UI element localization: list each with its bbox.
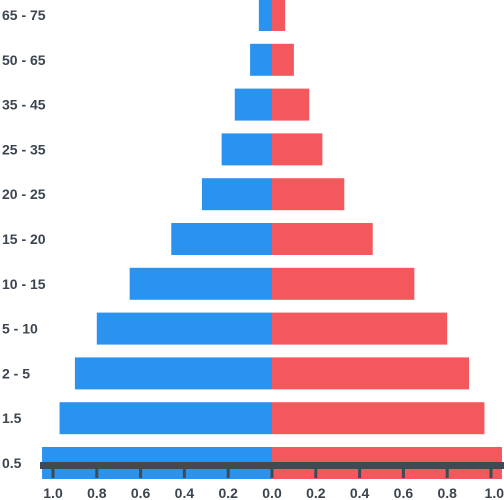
category-labels: 65 - 75 50 - 65 35 - 45 25 - 35 20 - 25 15 - … <box>2 7 46 471</box>
bars-layer <box>42 0 502 479</box>
x-tick-mark <box>358 469 362 478</box>
bar-left-8 <box>74 357 273 390</box>
bar-right-6 <box>272 267 415 300</box>
x-tick-label: 1.0 <box>485 485 504 500</box>
bar-right-9 <box>272 402 485 435</box>
category-label: 10 - 15 <box>2 276 46 292</box>
x-tick-label: 0.2 <box>306 485 326 500</box>
bar-right-7 <box>272 312 448 345</box>
bar-right-1 <box>272 43 294 76</box>
x-tick-mark <box>95 469 99 478</box>
bar-left-9 <box>59 402 272 435</box>
x-tick-mark <box>270 469 274 478</box>
bar-left-0 <box>258 0 272 31</box>
category-label: 0.5 <box>2 455 22 471</box>
x-tick-label: 0.2 <box>218 485 238 500</box>
category-label: 35 - 45 <box>2 97 46 113</box>
category-label: 25 - 35 <box>2 141 46 157</box>
x-tick-label: 0.8 <box>87 485 107 500</box>
bar-left-1 <box>250 43 272 76</box>
bar-left-3 <box>221 133 272 166</box>
x-tick-mark <box>489 469 493 478</box>
x-tick-mark <box>401 469 405 478</box>
category-label: 20 - 25 <box>2 186 46 202</box>
x-axis-line <box>40 462 504 469</box>
bar-left-6 <box>129 267 272 300</box>
x-tick-label: 1.0 <box>43 485 63 500</box>
bar-right-0 <box>272 0 286 31</box>
category-label: 65 - 75 <box>2 7 46 23</box>
category-label: 2 - 5 <box>2 365 30 381</box>
category-label: 50 - 65 <box>2 52 46 68</box>
bar-right-8 <box>272 357 470 390</box>
bar-right-2 <box>272 88 310 121</box>
category-label: 15 - 20 <box>2 231 46 247</box>
x-tick-label: 0.4 <box>175 485 195 500</box>
bar-left-7 <box>96 312 272 345</box>
x-axis: 1.0 0.8 0.6 0.4 0.2 0.0 0.2 0.4 0.6 0.8 1.0 <box>40 462 504 500</box>
bar-left-4 <box>201 178 272 211</box>
x-tick-label: 0.4 <box>350 485 370 500</box>
x-tick-mark <box>445 469 449 478</box>
x-tick-label: 0.0 <box>262 485 282 500</box>
bar-left-5 <box>171 223 272 255</box>
category-label: 5 - 10 <box>2 321 38 337</box>
x-tick-label: 0.8 <box>437 485 457 500</box>
category-label: 1.5 <box>2 410 22 426</box>
x-tick-mark <box>139 469 143 478</box>
x-tick-mark <box>51 469 55 478</box>
bar-right-3 <box>272 133 323 166</box>
bar-left-2 <box>234 88 272 121</box>
x-tick-label: 0.6 <box>131 485 151 500</box>
bar-right-4 <box>272 178 345 211</box>
bar-right-5 <box>272 223 373 255</box>
x-tick-mark <box>226 469 230 478</box>
x-tick-label: 0.6 <box>394 485 414 500</box>
x-tick-mark <box>182 469 186 478</box>
x-tick-mark <box>314 469 318 478</box>
